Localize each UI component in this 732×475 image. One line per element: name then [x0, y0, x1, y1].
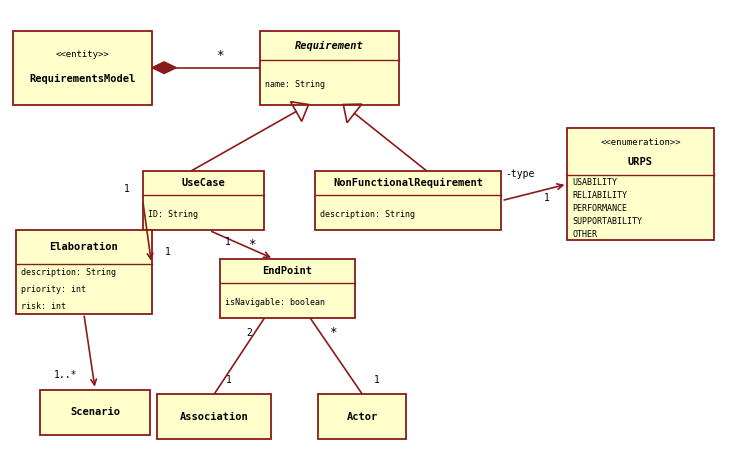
Bar — [40, 390, 150, 435]
Bar — [315, 171, 501, 230]
Text: 1: 1 — [225, 237, 231, 247]
Text: Requirement: Requirement — [295, 40, 364, 51]
Text: PERFORMANCE: PERFORMANCE — [572, 204, 627, 213]
Bar — [16, 230, 152, 314]
Bar — [567, 128, 714, 240]
Text: isNavigable: boolean: isNavigable: boolean — [225, 298, 325, 307]
Text: <<enumeration>>: <<enumeration>> — [600, 138, 681, 147]
Text: -type: -type — [505, 169, 534, 179]
Bar — [260, 31, 399, 104]
Text: Association: Association — [180, 412, 248, 422]
Bar — [318, 394, 406, 439]
Text: risk: int: risk: int — [21, 302, 66, 311]
Bar — [13, 31, 152, 104]
Polygon shape — [152, 62, 176, 73]
Text: description: String: description: String — [320, 210, 415, 219]
Text: Scenario: Scenario — [70, 407, 120, 417]
Text: priority: int: priority: int — [21, 285, 86, 294]
Text: <<entity>>: <<entity>> — [56, 50, 110, 59]
Text: UseCase: UseCase — [182, 178, 225, 188]
Text: ID: String: ID: String — [148, 210, 198, 219]
Text: 1: 1 — [544, 193, 550, 203]
Text: NonFunctionalRequirement: NonFunctionalRequirement — [333, 178, 483, 188]
Text: EndPoint: EndPoint — [262, 266, 313, 276]
Text: Actor: Actor — [347, 412, 378, 422]
Text: USABILITY: USABILITY — [572, 178, 617, 187]
Bar — [220, 259, 355, 318]
Text: RELIABILITY: RELIABILITY — [572, 190, 627, 200]
Text: description: String: description: String — [21, 268, 116, 277]
Text: SUPPORTABILITY: SUPPORTABILITY — [572, 217, 643, 226]
Text: *: * — [329, 326, 336, 339]
Text: RequirementsModel: RequirementsModel — [29, 74, 136, 84]
Text: 2: 2 — [247, 327, 253, 338]
Text: OTHER: OTHER — [572, 229, 597, 238]
Text: *: * — [216, 49, 223, 62]
Bar — [157, 394, 271, 439]
Text: 1..*: 1..* — [54, 370, 78, 380]
Text: URPS: URPS — [628, 157, 653, 167]
Bar — [143, 171, 264, 230]
Text: *: * — [248, 238, 255, 251]
Text: 1: 1 — [225, 375, 232, 385]
Text: 1: 1 — [124, 184, 130, 194]
Text: 1: 1 — [165, 247, 171, 257]
Text: name: String: name: String — [265, 80, 325, 89]
Text: Elaboration: Elaboration — [50, 242, 118, 252]
Text: 1: 1 — [374, 375, 380, 385]
